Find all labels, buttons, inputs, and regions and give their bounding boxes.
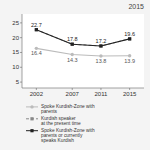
marks (35, 28, 132, 58)
legend-label-line: at the present time (41, 121, 81, 126)
x-tick-label: 2002 (30, 91, 44, 97)
series-point (35, 28, 38, 31)
series-point (128, 37, 131, 40)
chart: 2015 5 10 15 20 25 2002 2007 2011 2015 16.4 14.3 13.… (0, 0, 150, 150)
x-tick-label: 2007 (66, 91, 80, 97)
x-tick (129, 88, 130, 90)
x-axis (22, 88, 144, 89)
legend: Spoke Kurdish-Zone withparents Kurdish sp… (26, 104, 95, 143)
data-label: 13.8 (96, 58, 107, 64)
legend-label-line: parents (41, 109, 58, 114)
data-label: 17.2 (96, 38, 107, 44)
y-tick-label: 20 (12, 35, 19, 41)
legend-label-line: speaks Kurdish (41, 138, 74, 143)
data-label: 22.7 (31, 22, 42, 28)
data-label: 16.4 (31, 50, 42, 56)
y-tick-label: 10 (12, 64, 19, 70)
data-label: 19.6 (124, 31, 135, 37)
y-tick (20, 52, 22, 53)
x-tick (100, 88, 101, 90)
legend-label: Kurdish speakerat the present time (41, 116, 81, 126)
series-point (99, 44, 102, 47)
series-line (36, 48, 129, 56)
y-tick (20, 67, 22, 68)
y-axis (22, 14, 23, 88)
legend-label: Spoke Kurdish-Zone withparents (41, 104, 95, 114)
series-line (36, 30, 129, 46)
series-line (36, 30, 129, 46)
legend-marker (30, 129, 33, 132)
data-label: 14.3 (67, 57, 78, 63)
plot-area (22, 14, 144, 88)
y-tick-label: 15 (12, 49, 19, 55)
data-label: 17.8 (67, 36, 78, 42)
data-label: 13.9 (124, 58, 135, 64)
x-tick (72, 88, 73, 90)
series-point (99, 44, 102, 47)
legend-label: Spoke Kurdish-Zone withparents or curren… (41, 128, 95, 143)
y-tick (20, 37, 22, 38)
x-tick-label: 2015 (123, 91, 137, 97)
series-point (128, 37, 131, 40)
y-tick-label: 5 (16, 79, 20, 85)
legend-marker (30, 117, 33, 120)
series-point (71, 43, 74, 46)
series-point (71, 43, 74, 46)
y-tick (20, 82, 22, 83)
title: 2015 (128, 3, 144, 10)
y-tick-label: 25 (12, 20, 19, 26)
x-tick (36, 88, 37, 90)
x-tick-label: 2011 (94, 91, 108, 97)
series-point (35, 28, 38, 31)
legend-marker (30, 105, 33, 108)
y-tick (20, 22, 22, 23)
